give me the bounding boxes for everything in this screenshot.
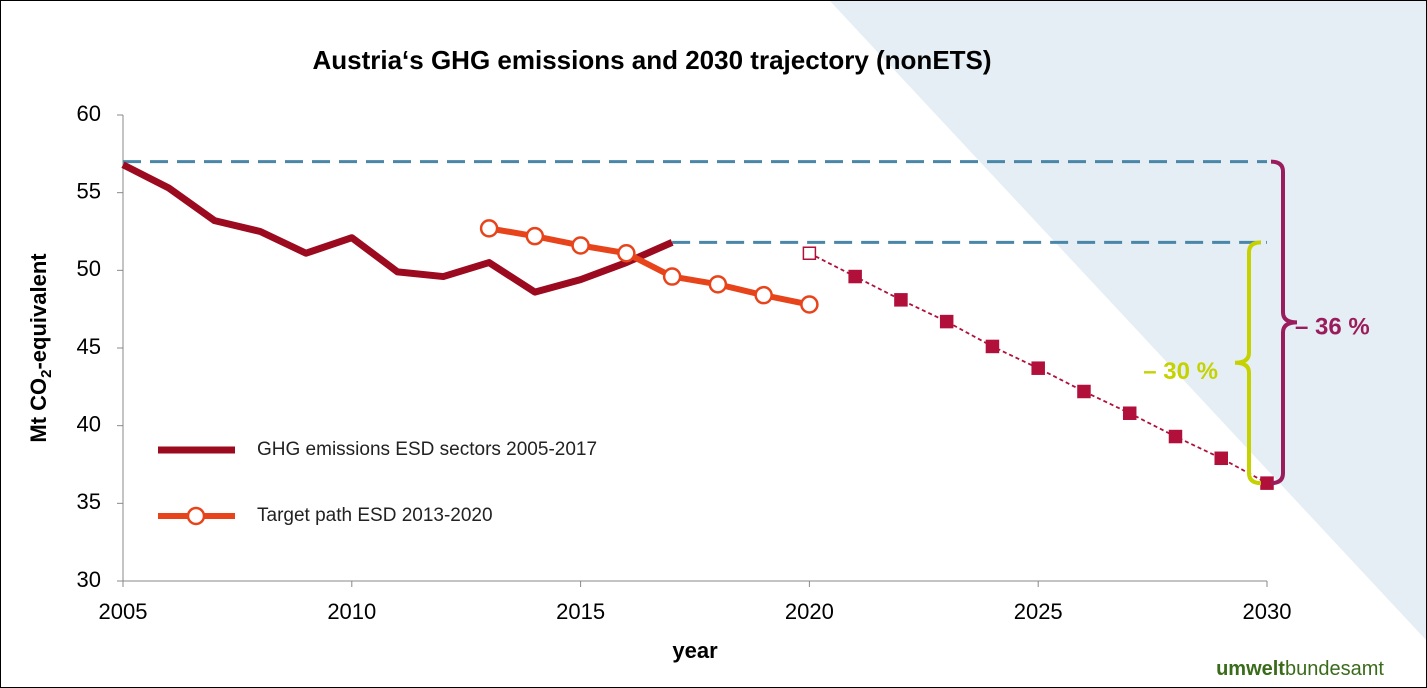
series-line (121, 161, 674, 296)
x-tick-label: 2025 (1014, 599, 1063, 624)
marker (525, 226, 545, 246)
y-tick-label: 30 (77, 567, 101, 592)
marker (894, 293, 908, 307)
marker (848, 269, 862, 284)
logo-bold: umwelt (1216, 658, 1285, 680)
legend-label: GHG emissions ESD sectors 2005-2017 (257, 439, 597, 460)
x-tick-label: 2005 (99, 599, 148, 624)
y-label-part: Mt CO (26, 378, 51, 443)
y-tick-label: 50 (77, 256, 101, 281)
marker (662, 267, 682, 286)
brace (1234, 240, 1262, 486)
marker (479, 219, 499, 238)
y-tick-label: 40 (77, 411, 101, 436)
series-line (808, 252, 1268, 484)
brace (1270, 159, 1298, 486)
marker (1168, 429, 1183, 444)
y-tick-label: 45 (77, 334, 101, 359)
y-label-sub: 2 (38, 370, 55, 378)
legend-label: Target path ESD 2013-2020 (257, 505, 493, 526)
marker (1077, 384, 1091, 399)
annotation: – 30 % (1143, 358, 1218, 385)
marker (939, 314, 954, 329)
x-axis-label: year (672, 638, 718, 663)
x-tick-label: 2010 (327, 599, 376, 624)
legend-marker (186, 506, 206, 526)
marker (708, 275, 728, 294)
x-tick-label: 2030 (1243, 599, 1292, 624)
marker (617, 243, 636, 263)
marker (571, 236, 590, 255)
logo: umweltbundesamt (1216, 658, 1384, 680)
marker (802, 246, 817, 260)
annotation: – 36 % (1295, 314, 1370, 341)
logo-regular: bundesamt (1285, 658, 1384, 680)
y-label-part: -equivalent (26, 253, 51, 370)
y-tick-label: 35 (77, 489, 101, 514)
x-tick-label: 2015 (556, 599, 605, 624)
x-tick-label: 2020 (785, 599, 834, 624)
y-tick-label: 60 (77, 101, 101, 126)
y-axis-label: Mt CO2-equivalent (26, 253, 55, 443)
marker (985, 339, 1000, 354)
marker (800, 295, 819, 314)
marker (754, 285, 773, 305)
chart-title: Austria‘s GHG emissions and 2030 traject… (312, 45, 991, 75)
y-tick-label: 55 (77, 178, 101, 203)
marker (1122, 406, 1137, 420)
marker (1031, 361, 1045, 375)
marker (1214, 451, 1228, 466)
